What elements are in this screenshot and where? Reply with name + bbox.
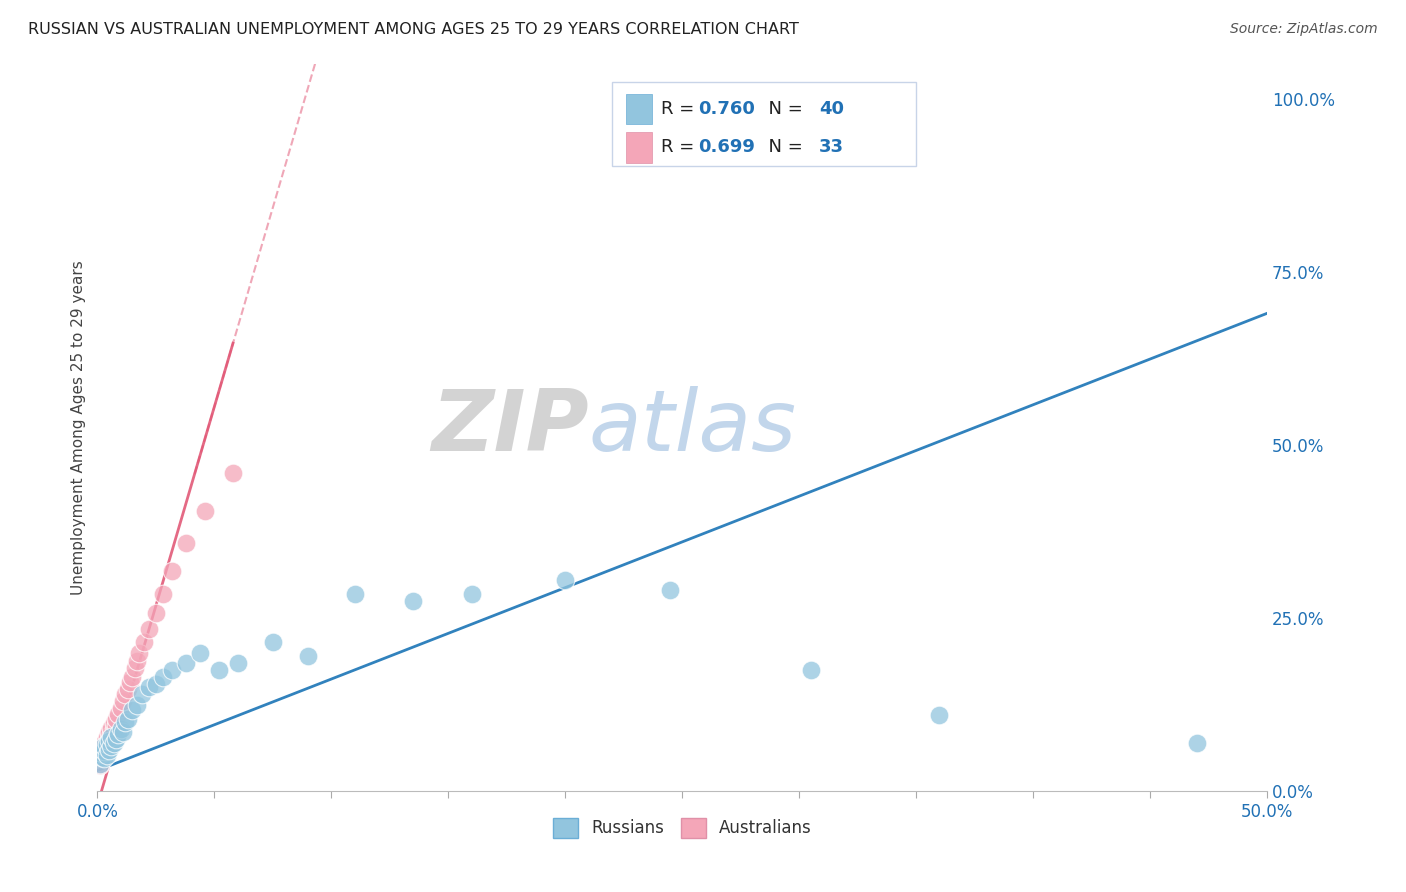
Point: [343, 587, 366, 601]
Point: [96, 737, 118, 751]
Point: [110, 722, 132, 736]
Point: [127, 654, 149, 668]
Point: [103, 716, 125, 731]
Point: [114, 687, 136, 701]
Point: [208, 663, 231, 677]
Legend: Russians, Australians: Russians, Australians: [546, 811, 818, 845]
Point: [138, 622, 160, 636]
Point: [194, 504, 217, 518]
Text: atlas: atlas: [589, 386, 797, 469]
Point: [100, 731, 122, 745]
Point: [107, 727, 129, 741]
Point: [98, 732, 121, 747]
Point: [460, 587, 482, 601]
Point: [554, 573, 576, 587]
Bar: [626, 94, 652, 124]
Point: [262, 635, 284, 649]
Point: [105, 732, 128, 747]
Point: [402, 594, 425, 608]
Point: [91, 746, 114, 760]
Point: [160, 564, 183, 578]
Point: [131, 687, 153, 701]
Point: [117, 681, 139, 696]
Point: [121, 670, 143, 684]
Point: [98, 734, 121, 748]
Text: N =: N =: [756, 100, 808, 118]
Point: [100, 739, 122, 754]
Point: [145, 606, 167, 620]
Point: [138, 681, 160, 695]
Point: [297, 649, 319, 664]
Y-axis label: Unemployment Among Ages 25 to 29 years: Unemployment Among Ages 25 to 29 years: [72, 260, 86, 595]
Text: ZIP: ZIP: [430, 386, 589, 469]
Point: [93, 741, 115, 756]
Point: [928, 708, 950, 723]
Point: [105, 718, 128, 732]
Text: 0.760: 0.760: [699, 100, 755, 118]
FancyBboxPatch shape: [612, 82, 917, 166]
Text: 0.699: 0.699: [699, 138, 755, 156]
Text: 40: 40: [818, 100, 844, 118]
Point: [160, 663, 183, 677]
Point: [96, 731, 118, 745]
Point: [800, 663, 823, 677]
Point: [89, 756, 111, 771]
Point: [145, 677, 167, 691]
Point: [128, 646, 150, 660]
Point: [107, 706, 129, 721]
Bar: [626, 132, 652, 162]
Point: [174, 536, 197, 550]
Point: [226, 656, 249, 670]
Point: [93, 744, 115, 758]
Point: [114, 714, 136, 729]
Point: [100, 727, 122, 741]
Point: [98, 725, 121, 739]
Point: [100, 721, 122, 735]
Point: [103, 736, 125, 750]
Point: [174, 656, 197, 670]
Point: [121, 702, 143, 716]
Point: [120, 674, 142, 689]
Point: [96, 748, 118, 763]
Point: [110, 701, 132, 715]
Point: [134, 635, 156, 649]
Point: [93, 739, 115, 754]
Point: [222, 466, 245, 480]
Text: R =: R =: [661, 138, 700, 156]
Point: [93, 751, 115, 765]
Point: [117, 712, 139, 726]
Point: [112, 694, 135, 708]
Point: [127, 698, 149, 712]
Point: [112, 725, 135, 739]
Point: [152, 587, 174, 601]
Point: [91, 749, 114, 764]
Point: [89, 758, 111, 772]
Point: [188, 646, 211, 660]
Point: [105, 712, 128, 726]
Point: [91, 751, 114, 765]
Text: R =: R =: [661, 100, 700, 118]
Point: [91, 746, 114, 760]
Point: [1185, 736, 1208, 750]
Point: [96, 737, 118, 751]
Text: 33: 33: [818, 138, 844, 156]
Text: Source: ZipAtlas.com: Source: ZipAtlas.com: [1230, 22, 1378, 37]
Text: N =: N =: [756, 138, 808, 156]
Point: [124, 661, 146, 675]
Point: [93, 736, 115, 750]
Point: [98, 742, 121, 756]
Point: [659, 583, 682, 598]
Point: [103, 723, 125, 738]
Text: RUSSIAN VS AUSTRALIAN UNEMPLOYMENT AMONG AGES 25 TO 29 YEARS CORRELATION CHART: RUSSIAN VS AUSTRALIAN UNEMPLOYMENT AMONG…: [28, 22, 799, 37]
Point: [152, 670, 174, 684]
